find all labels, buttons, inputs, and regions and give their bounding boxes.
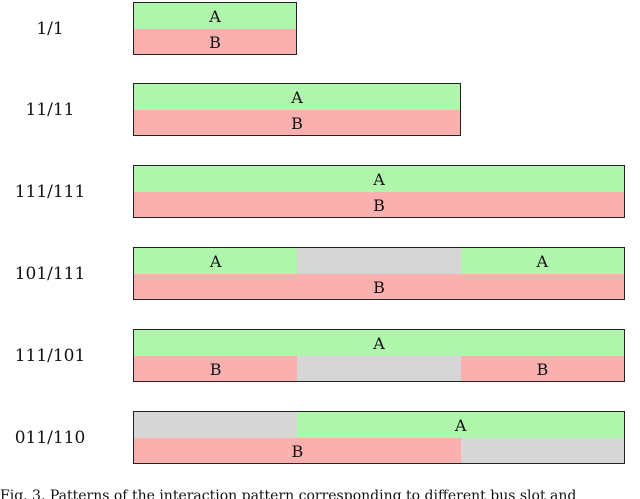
row-label: 011/110 — [14, 427, 86, 448]
slot-b: B — [134, 110, 460, 135]
slot-a: A — [297, 412, 624, 438]
lane-a: A — [134, 3, 296, 29]
empty-slot — [297, 248, 461, 274]
empty-slot — [297, 356, 461, 381]
lane-a: A — [134, 84, 460, 110]
lane-a: A — [134, 412, 624, 438]
slot-b: B — [134, 356, 298, 381]
lane-b: B — [134, 192, 624, 217]
slot-b: B — [134, 192, 624, 217]
lane-a: A — [134, 166, 624, 192]
empty-slot — [134, 412, 298, 438]
slot-a: A — [134, 84, 460, 110]
slot-a: A — [134, 330, 624, 356]
row-label: 111/111 — [14, 181, 86, 202]
lane-b: B — [134, 438, 624, 463]
figure-caption: Fig. 3. Patterns of the interaction patt… — [0, 488, 577, 499]
row-label: 11/11 — [25, 99, 75, 120]
row-label: 101/111 — [14, 263, 86, 284]
slot-b: B — [134, 29, 296, 54]
lane-b: B — [134, 274, 624, 299]
slot-a: A — [460, 248, 624, 274]
lane-a: A — [134, 330, 624, 356]
slot-b: B — [134, 438, 461, 463]
slot-a: A — [134, 248, 298, 274]
empty-slot — [460, 438, 624, 463]
row-label: 111/101 — [14, 345, 86, 366]
slot-b: B — [134, 274, 624, 299]
slot-b: B — [460, 356, 624, 381]
lane-b: B — [134, 29, 296, 54]
slot-a: A — [134, 3, 296, 29]
slot-a: A — [134, 166, 624, 192]
lane-b: B — [134, 110, 460, 135]
row-label: 1/1 — [36, 18, 64, 39]
